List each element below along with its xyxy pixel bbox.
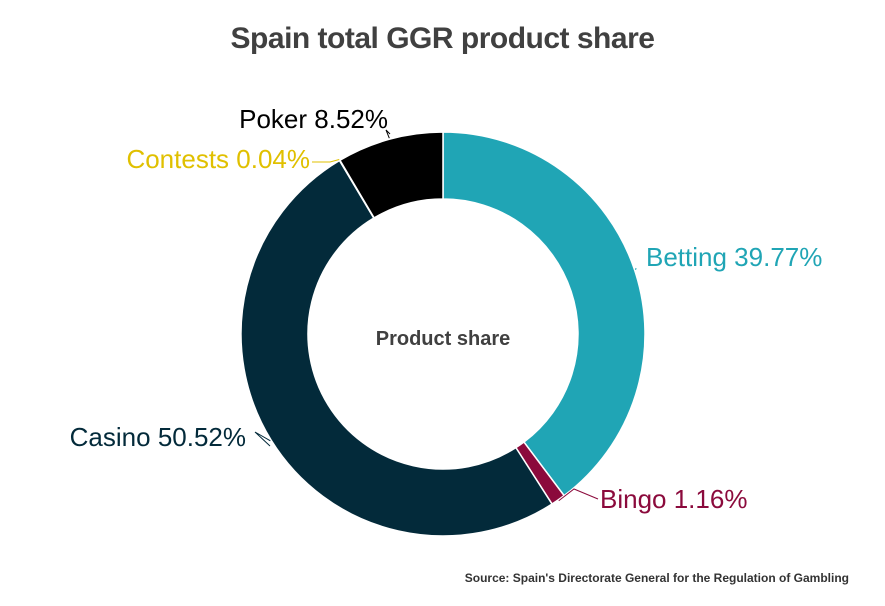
source-note: Source: Spain's Directorate General for … (464, 571, 849, 585)
leader-line-bingo (558, 488, 599, 502)
chart-title: Spain total GGR product share (230, 22, 655, 55)
donut-slices (240, 131, 646, 537)
slice-label-betting: Betting 39.77% (646, 242, 822, 272)
slice-poker (338, 131, 444, 219)
slice-labels: Betting 39.77% Bingo 1.16% Casino 50.52% Co… (70, 104, 823, 514)
slice-casino (240, 159, 554, 537)
leader-lines (254, 129, 637, 502)
leader-line-poker (385, 129, 391, 139)
slice-label-contests: Contests 0.04% (126, 144, 310, 174)
slice-label-casino: Casino 50.52% (70, 422, 246, 452)
slice-label-bingo: Bingo 1.16% (600, 484, 747, 514)
slice-label-poker: Poker 8.52% (239, 104, 388, 134)
center-label: Product share (376, 328, 510, 350)
slice-betting (442, 131, 646, 497)
leader-line-casino (254, 431, 271, 447)
leader-line-contests (312, 159, 340, 163)
